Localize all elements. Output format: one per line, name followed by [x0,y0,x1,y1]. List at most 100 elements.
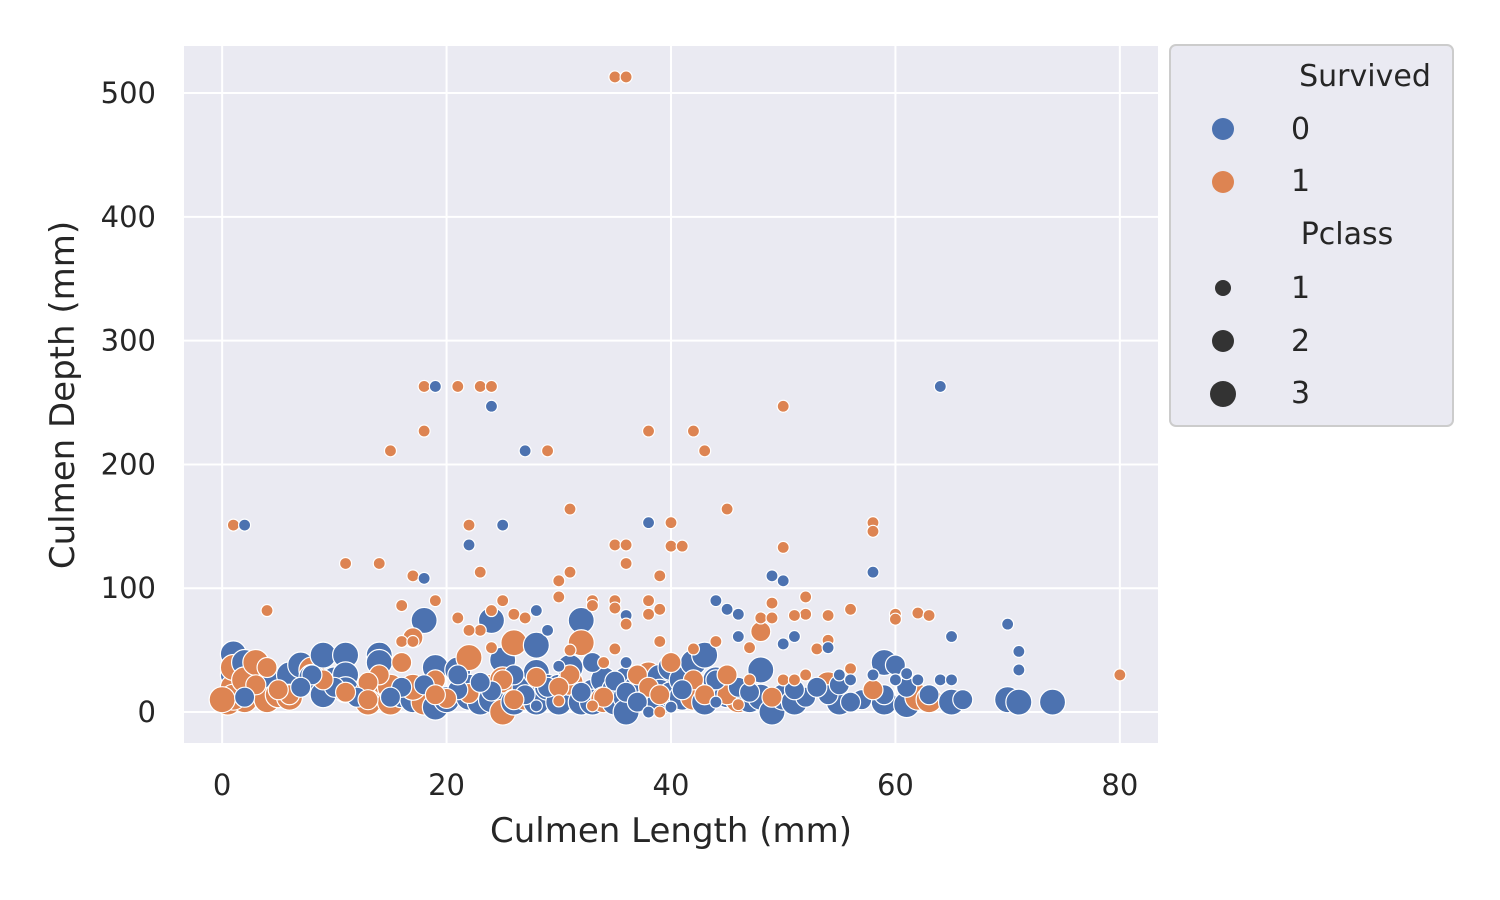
data-point [641,424,656,438]
data-point [776,574,790,588]
data-point [843,673,858,687]
data-point [731,629,745,644]
grid-lines [184,46,1158,743]
data-point [552,659,566,673]
data-point [383,444,398,458]
data-point [496,518,510,532]
data-point [843,602,858,616]
data-point [686,424,701,438]
data-point [462,538,476,552]
data-point [525,666,547,688]
data-point [503,689,525,711]
data-point [548,676,570,698]
data-point [866,668,880,682]
legend-swatch-survived-1 [1212,171,1234,193]
legend-swatch-pclass-3 [1210,381,1236,407]
data-point [653,705,667,719]
data-points [208,70,1127,726]
data-point [918,684,940,706]
data-point [597,655,611,670]
data-point [540,623,555,637]
legend-label-pclass-3: 3 [1291,376,1310,411]
data-point [391,651,413,674]
data-point [372,556,386,571]
data-point [765,596,779,610]
data-point [395,598,409,613]
data-point [671,679,693,701]
y-tick-label: 300 [101,324,156,358]
legend-swatch-pclass-1 [1215,280,1231,296]
data-point [585,699,600,713]
y-tick-label: 500 [101,76,156,110]
data-point [709,695,723,709]
data-point [462,518,476,532]
data-point [619,538,633,552]
data-point [839,691,862,713]
data-point [290,676,312,698]
data-point [806,676,828,698]
tick-labels: 0 20 40 60 80 0 100 200 300 400 500 [101,76,1139,802]
data-point [694,684,716,706]
legend-label-survived-0: 0 [1291,112,1310,147]
data-point [922,608,936,623]
data-point [338,556,353,571]
data-point [208,686,236,714]
data-point [428,379,442,394]
data-point [720,602,734,616]
data-point [267,679,289,701]
data-point [626,691,648,713]
y-tick-label: 400 [101,200,156,234]
legend-hue-title: Survived [1299,59,1431,94]
data-point [799,607,813,621]
x-axis-label: Culmen Length (mm) [490,811,852,851]
data-point [888,612,903,626]
data-point [731,607,745,621]
data-point [843,662,858,676]
data-point [776,673,790,687]
data-point [832,668,846,682]
data-point [1001,617,1015,631]
data-point [1012,663,1026,677]
data-point [593,686,615,708]
y-tick-label: 0 [138,695,156,729]
data-point [608,538,622,552]
data-point [716,664,738,686]
data-point [810,642,824,656]
data-point [660,651,682,674]
data-point [608,70,622,84]
data-point [260,603,274,618]
data-point [552,694,566,708]
data-point [484,379,499,394]
data-point [619,617,633,631]
data-point [933,673,947,687]
data-point [417,424,431,438]
data-point [664,539,678,553]
data-point [233,686,256,708]
data-point [410,606,438,635]
data-point [742,673,757,687]
data-point [451,611,465,625]
data-point [529,603,543,618]
data-point [933,379,947,394]
data-point [787,629,802,644]
data-point [641,516,656,530]
x-tick-label: 80 [1101,768,1138,802]
data-point [424,684,446,706]
data-point [862,679,884,701]
data-point [944,673,959,687]
legend-label-pclass-1: 1 [1291,271,1310,306]
data-point [900,667,914,681]
data-point [256,656,278,679]
data-point [462,623,476,637]
data-point [754,611,768,625]
data-point [469,671,491,693]
data-point [698,444,712,458]
data-point [484,603,499,618]
data-point [619,556,633,571]
data-point [619,70,633,84]
data-point [653,602,667,616]
x-tick-label: 0 [213,768,231,802]
data-point [518,611,532,625]
data-point [709,634,723,649]
